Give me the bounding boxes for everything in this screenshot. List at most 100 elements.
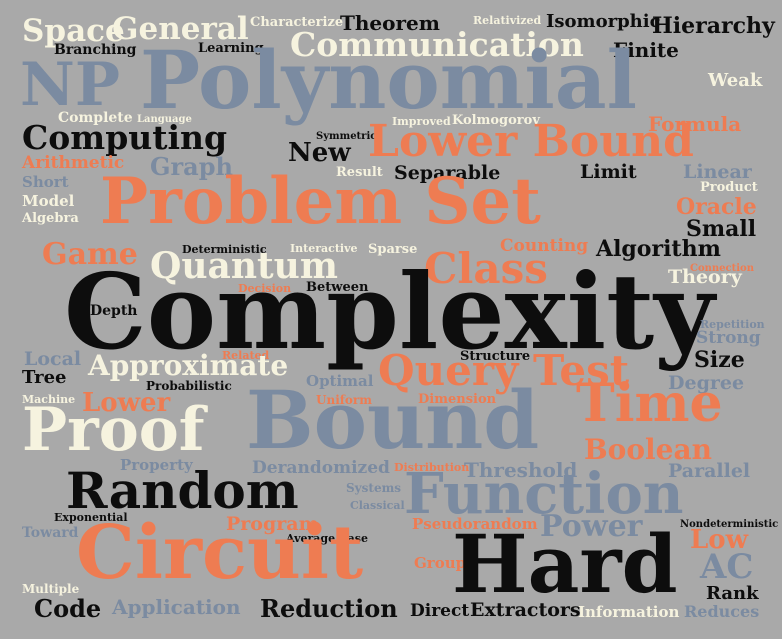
word-symmetric: Symmetric (316, 131, 377, 142)
word-result: Result (336, 165, 383, 180)
word-characterize: Characterize (250, 15, 344, 30)
word-reduces: Reduces (684, 602, 760, 621)
word-related: Related (222, 349, 270, 362)
word-improved: Improved (392, 115, 451, 128)
word-degree: Degree (668, 372, 745, 394)
word-optimal: Optimal (306, 372, 374, 390)
word-circuit: Circuit (76, 510, 364, 596)
word-theorem: Theorem (340, 11, 440, 35)
word-application: Application (112, 595, 241, 619)
word-model: Model (22, 192, 75, 210)
word-depth: Depth (90, 303, 138, 319)
word-linear: Linear (683, 161, 752, 183)
word-nondeterministic: Nondeterministic (680, 519, 779, 530)
word-group: Group (414, 554, 467, 572)
word-np: NP (20, 50, 120, 120)
word-reduction: Reduction (260, 594, 398, 623)
word-complete: Complete (58, 110, 133, 126)
word-counting: Counting (500, 236, 589, 256)
word-arithmetic: Arithmetic (22, 153, 125, 173)
word-structure: Structure (460, 349, 531, 364)
word-tree: Tree (22, 367, 67, 388)
word-computing: Computing (22, 118, 228, 157)
word-isomorphic: Isomorphic (546, 11, 661, 32)
word-quantum: Quantum (150, 245, 338, 287)
word-average-case: Average Case (286, 532, 368, 545)
word-distribution: Distribution (394, 461, 470, 474)
word-extractors: Extractors (470, 599, 581, 621)
word-class: Class (424, 244, 548, 293)
word-strong: Strong (696, 328, 761, 348)
word-polynomial: Polynomial (140, 33, 638, 127)
word-complexity: Complexity (64, 250, 715, 373)
word-sparse: Sparse (368, 242, 418, 257)
word-problem-set: Problem Set (100, 164, 541, 239)
word-relativized: Relativized (473, 14, 542, 27)
word-power: Power (540, 509, 643, 544)
word-size: Size (694, 347, 745, 373)
word-decision: Decision (238, 282, 292, 295)
word-time: Time (576, 373, 723, 434)
word-space: Space (22, 13, 125, 49)
word-property: Property (120, 456, 193, 474)
word-local: Local (24, 348, 82, 370)
word-product: Product (700, 180, 758, 195)
word-dimension: Dimension (418, 392, 497, 407)
word-communication: Communication (290, 25, 584, 64)
word-connection: Connection (690, 263, 754, 274)
word-general: General (112, 11, 249, 47)
word-oracle: Oracle (676, 194, 757, 220)
word-game: Game (42, 237, 138, 272)
word-limit: Limit (580, 161, 637, 183)
word-classical: Classical (350, 499, 405, 512)
word-lower: Lower (82, 388, 171, 418)
word-separable: Separable (394, 162, 501, 184)
word-lower-bound: Lower Bound (368, 116, 694, 167)
word-approximate: Approximate (88, 349, 289, 382)
word-proof: Proof (22, 395, 205, 465)
word-probabilistic: Probabilistic (146, 379, 232, 393)
word-kolmogorov: Kolmogorov (452, 113, 540, 128)
word-query-test: Query Test (378, 346, 630, 395)
word-program: Program (226, 513, 319, 535)
word-multiple: Multiple (22, 582, 80, 596)
word-random: Random (66, 461, 299, 520)
word-rank: Rank (706, 583, 759, 604)
word-between: Between (306, 280, 369, 295)
word-bound: Bound (246, 373, 540, 467)
word-new: New (288, 138, 351, 168)
word-parallel: Parallel (668, 460, 751, 482)
word-function: Function (404, 461, 684, 527)
word-code: Code (34, 594, 102, 623)
word-systems: Systems (346, 481, 402, 495)
word-weak: Weak (708, 70, 763, 91)
word-algebra: Algebra (22, 211, 79, 226)
word-uniform: Uniform (316, 393, 372, 407)
word-ac: AC (700, 547, 754, 587)
word-hard: Hard (452, 517, 678, 611)
word-deterministic: Deterministic (182, 243, 267, 256)
word-boolean: Boolean (584, 433, 712, 466)
word-exponential: Exponential (54, 511, 128, 524)
word-branching: Branching (54, 42, 137, 58)
word-interactive: Interactive (290, 242, 358, 255)
word-language: Language (137, 114, 192, 125)
word-theory: Theory (668, 266, 742, 288)
word-formula: Formula (648, 112, 742, 136)
word-finite: Finite (613, 38, 679, 62)
word-machine: Machine (22, 393, 76, 406)
word-algorithm: Algorithm (596, 236, 721, 262)
word-threshold: Threshold (464, 458, 578, 482)
word-learning: Learning (198, 41, 264, 56)
word-information: Information (578, 603, 680, 621)
word-pseudorandom: Pseudorandom (412, 515, 538, 533)
word-toward: Toward (22, 525, 79, 541)
word-repetition: Repetition (700, 318, 765, 331)
word-direct: Direct (410, 601, 470, 621)
word-hierarchy: Hierarchy (652, 13, 775, 39)
word-short: Short (22, 173, 69, 191)
word-low: Low (690, 525, 749, 555)
word-small: Small (686, 216, 757, 242)
word-graph: Graph (150, 152, 233, 181)
